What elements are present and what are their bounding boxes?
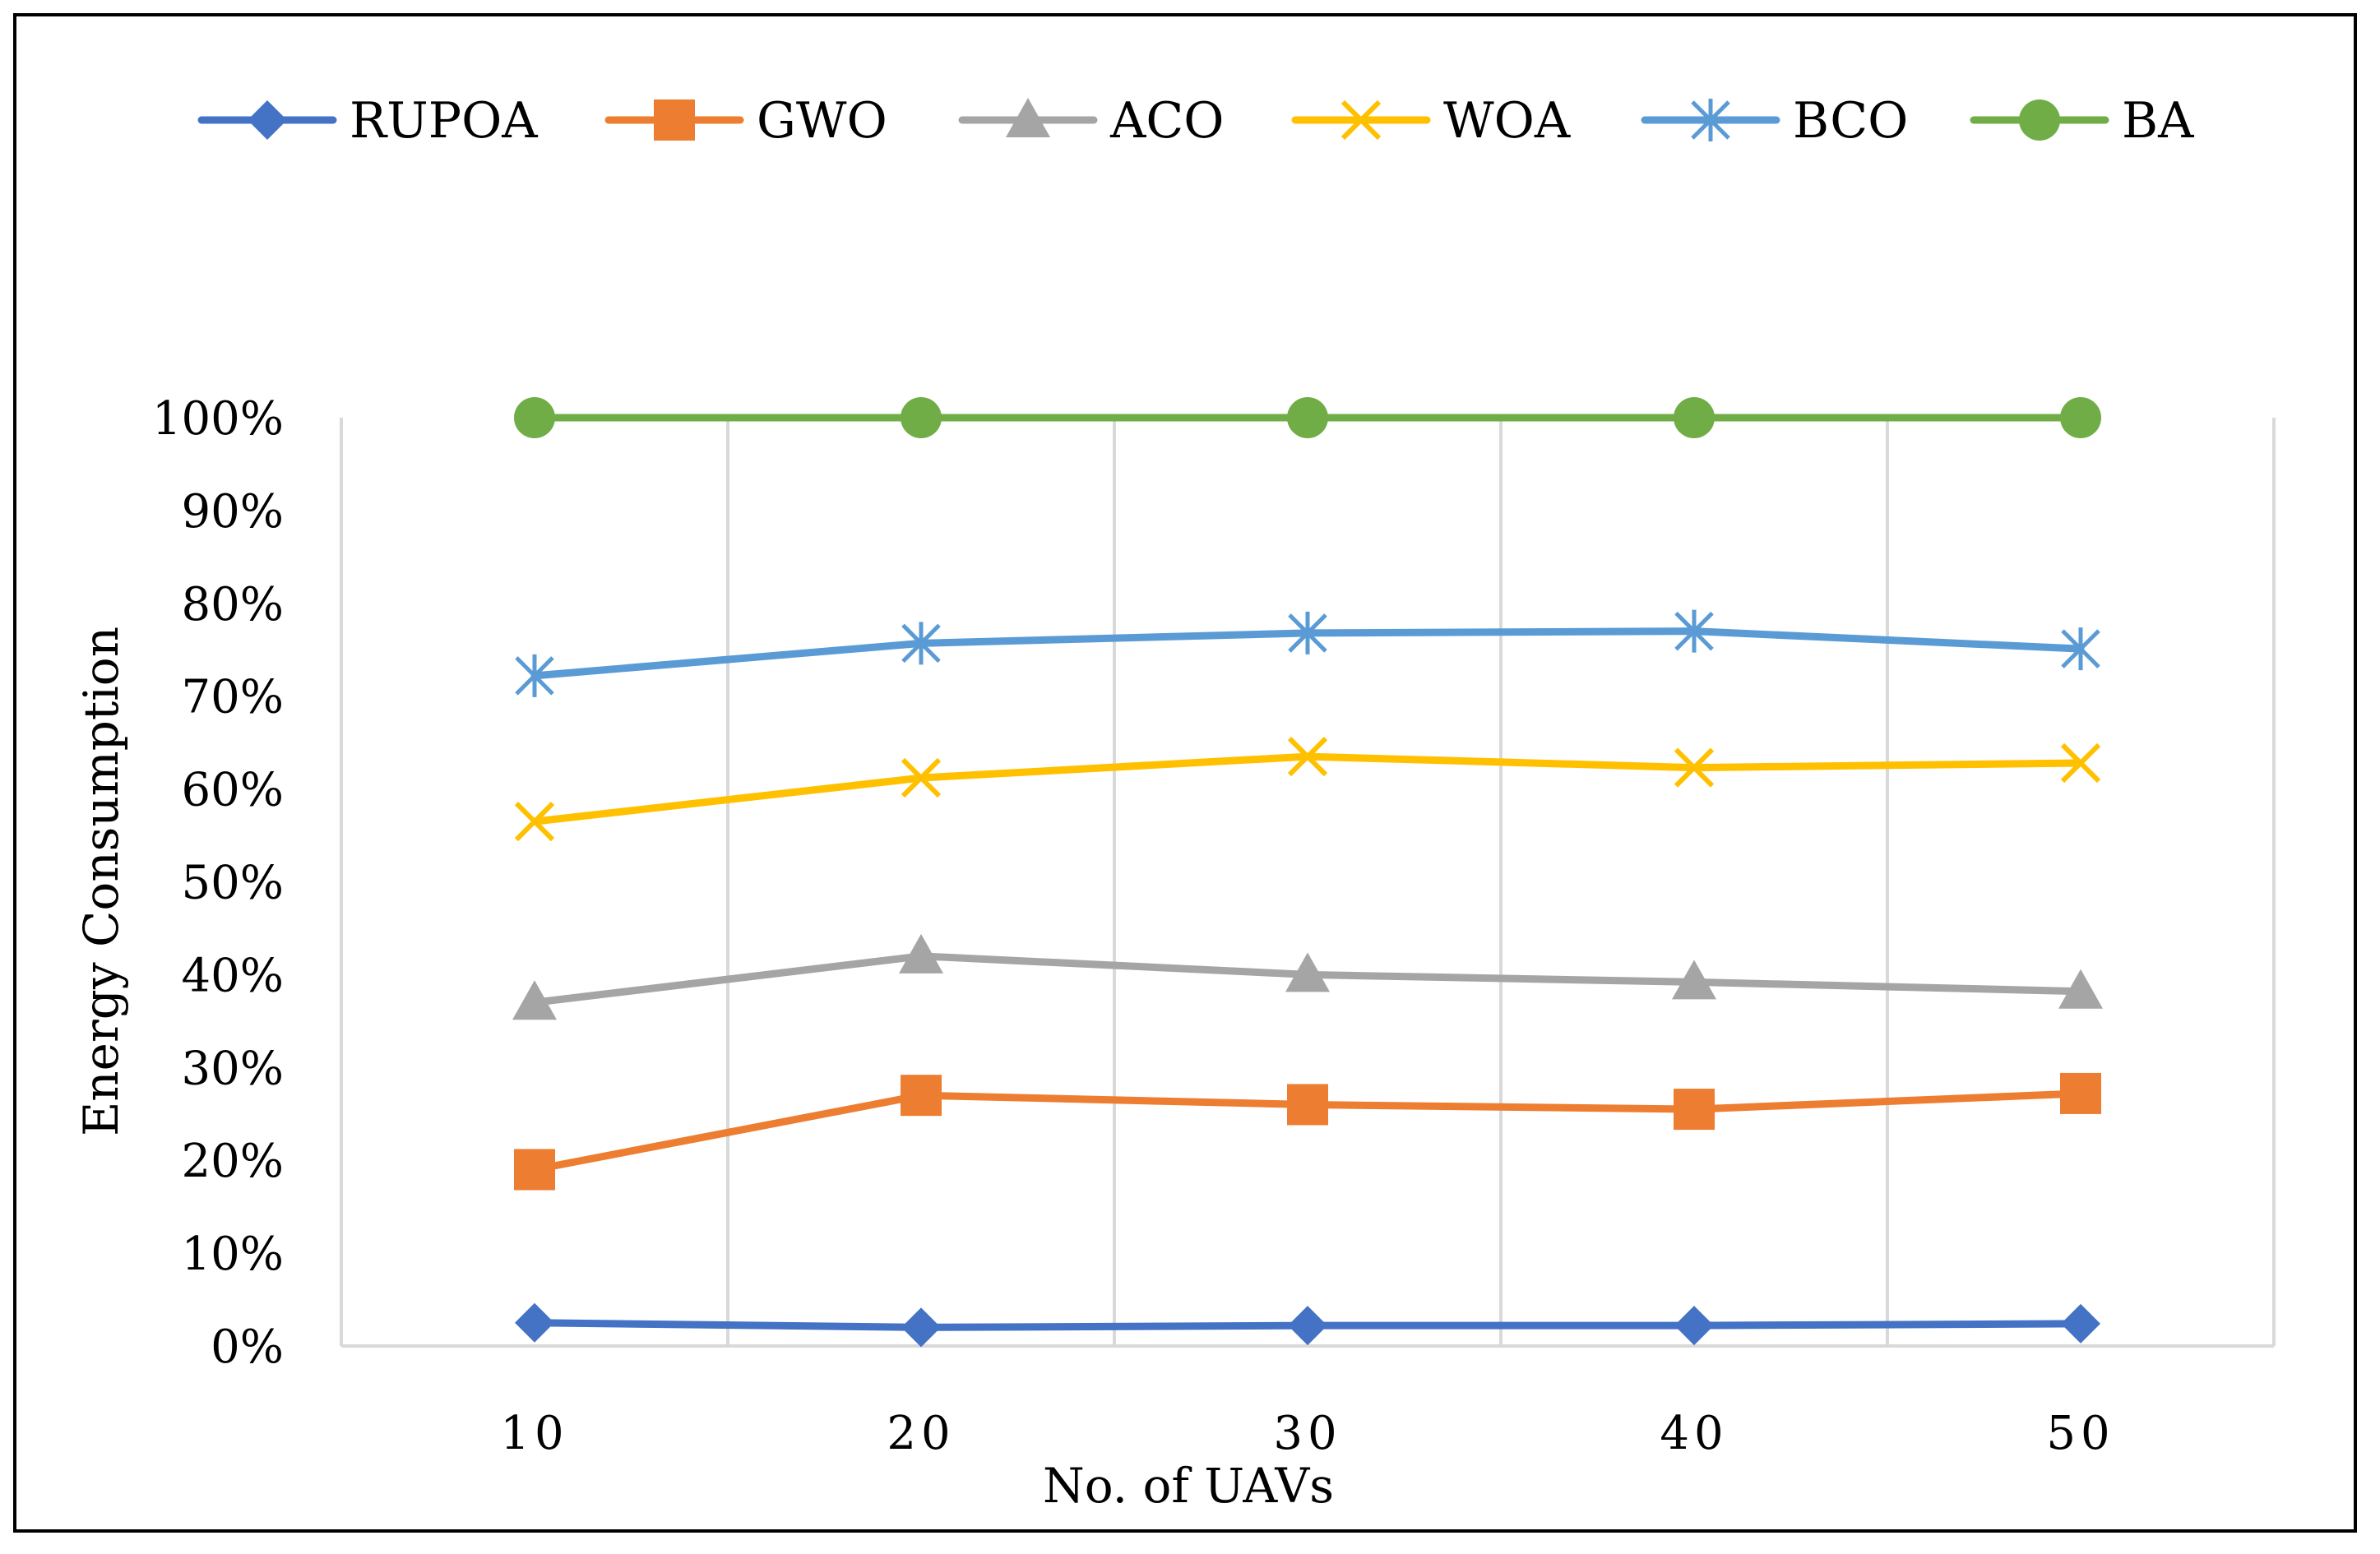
legend-marker-woa	[1340, 99, 1382, 141]
point-gwo	[1287, 1084, 1328, 1126]
x-tick-label: 20	[887, 1407, 955, 1460]
x-tick-label: 40	[1660, 1407, 1728, 1460]
point-ba	[1674, 397, 1715, 438]
y-tick-label: 80%	[182, 578, 284, 631]
y-tick-label: 100%	[152, 392, 284, 446]
point-gwo	[2060, 1072, 2101, 1114]
legend-label-gwo: GWO	[757, 92, 887, 150]
legend-item-ba: BA	[1970, 92, 2194, 150]
y-tick-label: 10%	[182, 1228, 284, 1281]
legend-item-bco: BCO	[1641, 92, 1908, 150]
legend-label-aco: ACO	[1109, 92, 1224, 150]
x-tick-label: 30	[1273, 1407, 1341, 1460]
axis-layer: Energy Consumption No. of UAVs 0% 10% 20% 3…	[73, 392, 2114, 1514]
point-bco	[901, 622, 941, 665]
line-woa	[530, 752, 2085, 826]
legend-item-gwo: GWO	[604, 92, 887, 150]
legend-marker-rupoa	[248, 100, 287, 140]
y-tick-label: 70%	[182, 671, 284, 724]
y-tick-label: 20%	[182, 1135, 284, 1188]
y-tick-label: 90%	[182, 485, 284, 539]
point-gwo	[1674, 1089, 1715, 1131]
point-aco	[2058, 969, 2103, 1009]
point-bco	[1288, 611, 1327, 654]
legend-item-aco: ACO	[958, 92, 1224, 150]
y-tick-label: 60%	[182, 764, 284, 817]
chart-frame	[13, 13, 2357, 1533]
legend-label-ba: BA	[2122, 92, 2194, 150]
point-woa	[1674, 747, 1715, 788]
x-tick-label: 50	[2046, 1407, 2114, 1460]
point-woa	[901, 757, 942, 798]
point-gwo	[901, 1075, 942, 1117]
legend-label-rupoa: RUPOA	[350, 92, 538, 150]
legend-marker-ba	[2019, 99, 2060, 141]
point-aco	[899, 933, 943, 974]
point-rupoa	[901, 1307, 941, 1348]
point-rupoa	[515, 1302, 554, 1343]
point-woa	[2060, 742, 2101, 784]
series-rupoa	[515, 1302, 2100, 1348]
grid-layer	[340, 418, 2276, 1348]
series-bco	[515, 609, 2100, 697]
series-ba	[514, 397, 2101, 438]
point-bco	[2061, 627, 2100, 671]
y-tick-label: 50%	[182, 857, 284, 910]
legend-marker-aco	[1006, 98, 1050, 137]
series-gwo	[514, 1072, 2101, 1191]
legend-item-rupoa: RUPOA	[197, 92, 538, 150]
point-woa	[514, 801, 555, 842]
legend: RUPOA GWO ACO WOA BCO BA	[197, 92, 2194, 150]
point-ba	[901, 397, 942, 438]
point-aco	[512, 980, 557, 1020]
point-rupoa	[1674, 1306, 1714, 1346]
series-woa	[514, 736, 2101, 842]
y-tick-label: 0%	[211, 1320, 284, 1374]
point-bco	[1674, 609, 1714, 653]
legend-label-woa: WOA	[1443, 92, 1571, 150]
point-ba	[2060, 397, 2101, 438]
point-aco	[1672, 960, 1716, 1000]
point-ba	[514, 397, 555, 438]
point-rupoa	[1288, 1306, 1327, 1346]
point-ba	[1287, 397, 1328, 438]
point-aco	[1285, 952, 1330, 992]
legend-item-woa: WOA	[1291, 92, 1571, 150]
x-tick-label: 10	[500, 1407, 568, 1460]
legend-label-bco: BCO	[1793, 92, 1908, 150]
y-axis-title: Energy Consumption	[73, 627, 129, 1136]
point-woa	[1287, 736, 1328, 777]
point-bco	[515, 654, 554, 697]
y-tick-label: 40%	[182, 949, 284, 1002]
point-rupoa	[2061, 1303, 2100, 1344]
point-gwo	[514, 1149, 555, 1191]
legend-marker-bco	[1691, 99, 1730, 141]
x-axis-title: No. of UAVs	[1043, 1458, 1334, 1514]
y-tick-label: 30%	[182, 1042, 284, 1095]
series-layer	[512, 397, 2103, 1348]
legend-marker-gwo	[654, 99, 695, 141]
series-aco	[512, 933, 2103, 1020]
